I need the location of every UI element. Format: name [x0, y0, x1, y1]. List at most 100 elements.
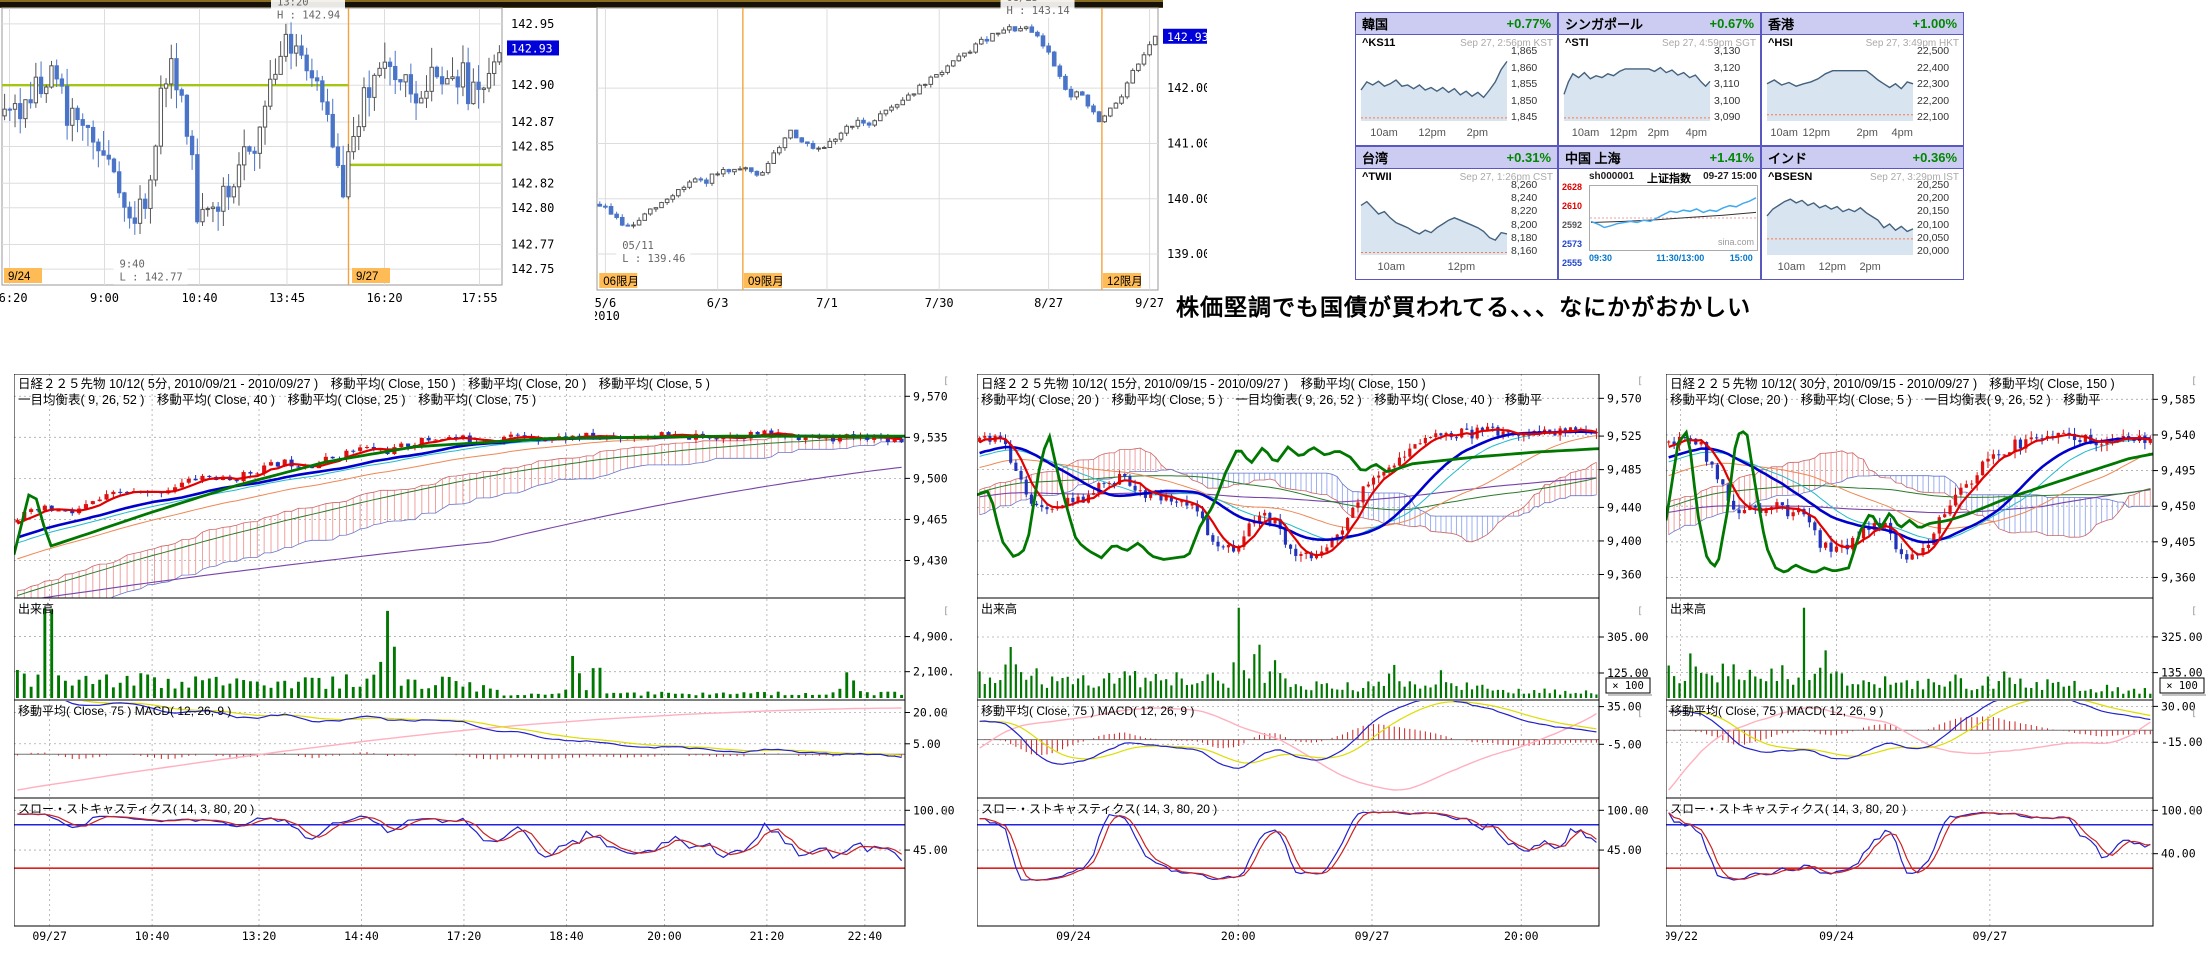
candle-body [990, 32, 995, 42]
candle-body [179, 482, 184, 488]
candle-body [173, 487, 178, 491]
candle-body [351, 135, 356, 153]
annotation-price: L : 139.46 [622, 253, 685, 265]
candle-body [56, 510, 61, 512]
candle-body [771, 152, 777, 164]
x-axis-label: 10am [1777, 261, 1806, 273]
candle-body [1289, 544, 1293, 549]
widget-header[interactable]: インド +0.36% [1762, 147, 1963, 169]
candle-body [2121, 435, 2125, 438]
series-line [110, 441, 902, 598]
y-axis-label: 1,845 [1511, 111, 1538, 123]
candle-body [793, 129, 799, 139]
candle-body [978, 38, 984, 45]
time-axis-label: 9:00 [90, 291, 119, 305]
candle-body [434, 66, 440, 78]
candle-body [1959, 487, 1963, 495]
candle-body [15, 519, 20, 523]
candle-body [1057, 65, 1063, 77]
axis-tick-label: 9,540 [2161, 428, 2196, 442]
candle-body [1351, 507, 1355, 518]
current-price-badge: 142.93 [1167, 30, 1207, 44]
annotation-bg [1000, 0, 1075, 18]
candle-body [1796, 509, 1801, 513]
candle-body [2072, 433, 2077, 441]
annotation-time: 05/11 [622, 240, 654, 252]
chart-title-line2: 一目均衡表( 9, 26, 52 ) 移動平均( Close, 40 ) 移動平… [18, 393, 536, 407]
candle-body [255, 473, 260, 475]
candle-body [137, 198, 143, 224]
candle-body [387, 61, 393, 67]
pane-marker: [ [2191, 806, 2197, 817]
candle-body [799, 137, 805, 143]
widget-header[interactable]: 韓国 +0.77% [1356, 13, 1557, 35]
candle-body [1970, 483, 1974, 485]
y-axis-label: 2610 [1562, 201, 1583, 211]
window-top-edge [0, 0, 1163, 8]
candle-body [967, 51, 973, 54]
candle-body [855, 119, 861, 127]
annotation-time: 9:40 [120, 259, 145, 271]
candle-body [1278, 519, 1282, 530]
candle-body [681, 186, 687, 191]
y-axis-label: 8,260 [1511, 179, 1538, 191]
candle-body [2099, 444, 2104, 446]
quote-timestamp: Sep 27, 1:26pm CST [1459, 172, 1553, 183]
y-axis-label: 3,110 [1714, 78, 1740, 90]
candle-body [906, 94, 911, 101]
widget-header[interactable]: シンガポール +0.67% [1559, 13, 1760, 35]
candle-body [1496, 426, 1500, 436]
candle-body [1200, 511, 1205, 519]
candle-body [1152, 35, 1158, 46]
nikkei-chart-canvas: 9,570 9,525 9,485 9,440 9,400 9,360 305.00 125.… [977, 374, 1652, 943]
price-axis-label: 141.00 [1167, 136, 1207, 150]
candle-body [1247, 523, 1251, 537]
candle-body [1460, 428, 1464, 438]
candle-body [983, 435, 987, 438]
candle-body [603, 205, 608, 208]
quote-timestamp: Sep 27, 3:29pm IST [1870, 172, 1959, 183]
candle-body [226, 185, 231, 198]
widget-header[interactable]: 中国 上海 +1.41% [1559, 147, 1760, 169]
contract-session-label-bg [1103, 273, 1142, 288]
candle-body [1834, 546, 1839, 552]
candle-body [346, 151, 351, 198]
candle-body [184, 94, 190, 137]
series-line [1668, 475, 2151, 536]
candle-body [692, 178, 698, 183]
candle-body [179, 89, 184, 96]
candle-body [2018, 439, 2023, 449]
candle-body [1133, 485, 1137, 491]
candle-body [1710, 461, 1714, 465]
series-line [1590, 211, 1757, 223]
pane-marker: [ [943, 708, 949, 719]
series-line [17, 435, 902, 560]
candle-body [125, 491, 130, 493]
candle-body [127, 206, 132, 219]
y-axis-label: 20,050 [1917, 231, 1950, 244]
candle-body [49, 505, 54, 511]
current-price-badge: 142.93 [511, 41, 553, 55]
candle-body [1169, 495, 1173, 502]
market-widget-sh000001[interactable]: 中国 上海 +1.41% 2628 2610 2592 2573 2555 sh000001 上… [1558, 146, 1761, 280]
candle-body [837, 436, 842, 442]
candle-body [1517, 434, 1521, 436]
candle-body [63, 510, 68, 512]
widget-header[interactable]: 香港 +1.00% [1762, 13, 1963, 35]
candle-body [1046, 45, 1051, 53]
candle-body [642, 213, 647, 221]
time-axis-label: 16:20 [0, 291, 28, 305]
time-axis-label: 7/30 [925, 296, 954, 310]
candle-body [1465, 428, 1469, 430]
candle-body [207, 475, 212, 477]
widget-header[interactable]: 台湾 +0.31% [1356, 147, 1557, 169]
candle-body [709, 173, 715, 184]
candle-body [413, 93, 419, 104]
candle-body [83, 504, 89, 509]
